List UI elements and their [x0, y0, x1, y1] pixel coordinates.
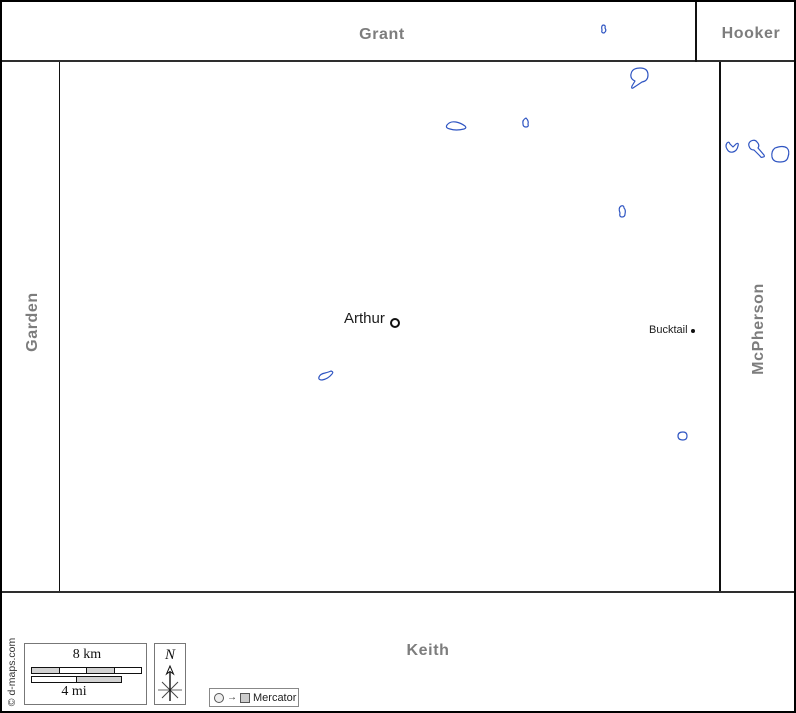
scale-km-label: 8 km	[72, 647, 102, 662]
locality-dot-icon	[691, 329, 695, 333]
county-label-hooker: Hooker	[721, 25, 781, 42]
place-label-bucktail: Bucktail	[649, 324, 688, 336]
county-boundary-garden	[59, 62, 60, 591]
county-boundary-mcpherson	[719, 62, 721, 591]
copyright-credit: © d-maps.com	[6, 637, 18, 707]
lake-outline	[771, 145, 790, 163]
county-label-keith: Keith	[406, 642, 450, 659]
lake-outline	[445, 121, 467, 131]
lake-outline	[748, 139, 765, 158]
place-label-arthur: Arthur	[344, 310, 385, 327]
county-label-mcpherson: McPherson	[750, 283, 767, 375]
lake-outline	[630, 67, 649, 89]
compass-star-icon	[158, 664, 182, 701]
scale-bar-box: 8 km 4 mi	[24, 643, 147, 705]
scale-segment	[58, 668, 86, 673]
scale-mi-label: 4 mi	[61, 684, 87, 699]
projection-name: Mercator	[253, 691, 297, 704]
projected-square-icon	[240, 692, 250, 703]
lake-outline	[677, 431, 688, 441]
scale-segment	[86, 668, 114, 673]
globe-circle-icon	[214, 692, 224, 703]
county-boundary-bottom	[2, 591, 794, 593]
county-boundary-grant-hooker	[695, 2, 697, 62]
scale-segment	[76, 677, 121, 682]
scale-segment	[113, 668, 141, 673]
scale-bar-mi	[31, 676, 122, 683]
lake-outline	[618, 205, 626, 218]
lake-outline	[601, 24, 607, 34]
scale-segment	[32, 677, 76, 682]
north-label: N	[164, 647, 175, 663]
north-arrow-box: N	[154, 643, 186, 705]
arrow-right-icon: →	[227, 691, 237, 703]
lake-outline	[725, 141, 739, 153]
scale-bar-km	[31, 667, 142, 674]
county-boundary-top	[2, 60, 794, 62]
scale-segment	[32, 668, 59, 673]
county-label-garden: Garden	[24, 292, 41, 352]
projection-legend-box: → Mercator	[209, 688, 299, 707]
lake-outline	[522, 117, 529, 128]
lake-outline	[318, 370, 334, 381]
county-seat-marker-icon	[390, 318, 400, 328]
county-label-grant: Grant	[359, 26, 405, 43]
